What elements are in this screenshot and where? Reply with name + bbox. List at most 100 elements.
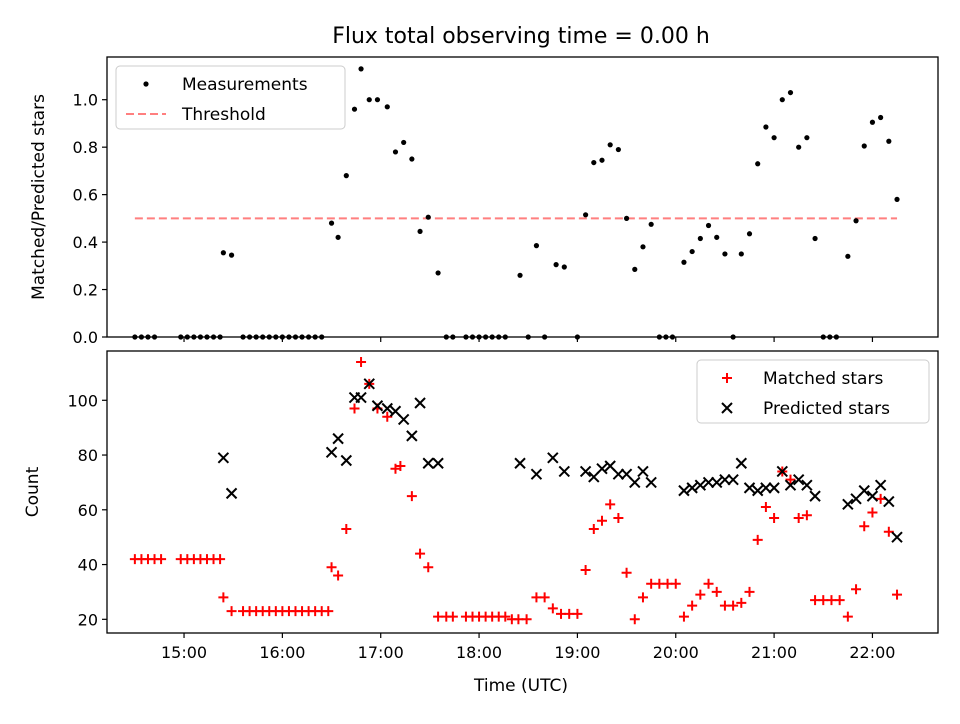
matched-stars-point <box>415 548 426 559</box>
predicted-stars-point <box>558 465 571 478</box>
measurements-point <box>878 114 884 121</box>
measurements-point <box>220 250 226 256</box>
y-tick-label: 80 <box>78 446 98 465</box>
measurements-point <box>886 138 892 144</box>
matched-stars-point <box>736 597 747 608</box>
measurements-point <box>763 124 769 130</box>
matched-stars-point <box>678 611 689 622</box>
matched-stars-point <box>793 513 804 524</box>
predicted-stars-point <box>340 454 353 467</box>
measurements-point <box>779 97 785 103</box>
matched-stars-point <box>744 586 755 597</box>
matched-stars-point <box>395 460 406 471</box>
axes-frame <box>106 350 939 634</box>
matched-stars-point <box>382 411 393 422</box>
measurements-point <box>861 143 867 149</box>
predicted-stars-point <box>363 378 375 390</box>
legend-label: Measurements <box>182 75 308 95</box>
predicted-stars-point <box>579 465 592 478</box>
predicted-stars-point <box>751 484 764 497</box>
measurements-point <box>358 66 364 72</box>
predicted-stars-point <box>397 413 410 426</box>
measurements-point <box>640 244 646 250</box>
measurements-point <box>561 264 567 270</box>
measurements-point <box>787 89 794 96</box>
matched-stars-point <box>215 554 226 565</box>
measurements-point <box>648 221 654 227</box>
measurements-point <box>705 222 712 229</box>
matched-stars-point <box>859 521 870 532</box>
measurements-point <box>722 251 728 257</box>
axes-frame <box>106 56 939 338</box>
legend-box <box>696 359 930 424</box>
measurements-point <box>517 272 523 278</box>
matched-stars-point <box>875 493 886 504</box>
measurements-point <box>343 173 349 179</box>
predicted-stars-point <box>735 457 748 469</box>
legend-marker <box>721 402 733 414</box>
predicted-stars-point <box>776 465 788 478</box>
matched-stars-point <box>500 611 511 622</box>
predicted-stars-point <box>801 479 813 491</box>
matched-stars-point <box>703 578 714 589</box>
predicted-stars-point <box>686 482 698 494</box>
x-tick-label: 22:00 <box>849 643 895 662</box>
matched-stars-point <box>333 570 344 581</box>
matched-stars-point <box>728 600 739 611</box>
predicted-stars-point <box>596 463 608 475</box>
x-tick-label: 18:00 <box>456 643 502 662</box>
predicted-stars-point <box>858 484 870 497</box>
measurements-point <box>409 156 415 162</box>
measurements-point <box>553 262 559 268</box>
predicted-stars-point <box>760 482 772 494</box>
matched-stars-point <box>356 356 367 367</box>
matched-stars-point <box>613 513 624 524</box>
matched-stars-point <box>842 611 853 622</box>
y-tick-label: 0.8 <box>73 138 98 157</box>
measurements-point <box>607 142 613 148</box>
predicted-stars-point <box>371 400 384 412</box>
matched-stars-point <box>711 586 722 597</box>
matched-stars-point <box>323 606 334 617</box>
measurements-point <box>869 119 876 125</box>
legend-box <box>115 65 346 130</box>
measurements-point <box>583 212 589 218</box>
predicted-stars-point <box>768 482 780 494</box>
y-axis-label: Matched/Predicted stars <box>29 94 49 300</box>
matched-stars-point <box>867 507 878 518</box>
x-tick-label: 20:00 <box>653 643 699 662</box>
y-tick-label: 0.6 <box>73 186 98 205</box>
measurements-point <box>738 251 744 257</box>
y-tick-label: 0.2 <box>73 281 98 300</box>
measurements-point <box>796 144 802 150</box>
predicted-stars-point <box>422 457 434 469</box>
predicted-stars-point <box>702 476 715 489</box>
predicted-stars-point <box>332 432 344 445</box>
predicted-stars-point <box>514 457 526 469</box>
measurements-point <box>366 97 372 103</box>
matched-stars-point <box>341 523 352 534</box>
measurements-point <box>755 161 761 167</box>
matched-stars-point <box>695 589 706 600</box>
x-tick-label: 21:00 <box>751 643 797 662</box>
measurements-point <box>599 157 605 163</box>
matched-stars-point <box>156 554 167 565</box>
matched-stars-point <box>752 534 763 545</box>
measurements-point <box>384 104 390 110</box>
predicted-stars-point <box>842 498 854 511</box>
predicted-stars-point <box>381 402 393 415</box>
matched-stars-point <box>851 584 862 595</box>
measurements-point <box>853 218 859 224</box>
matched-stars-point <box>539 592 550 603</box>
measurements-point <box>615 146 621 153</box>
matched-stars-point <box>406 491 417 502</box>
predicted-stars-point <box>694 479 707 491</box>
predicted-stars-point <box>883 495 895 508</box>
predicted-stars-point <box>719 473 731 486</box>
matched-stars-point <box>785 474 796 485</box>
matched-stars-point <box>423 562 434 573</box>
measurements-point <box>623 215 630 221</box>
measurements-point <box>425 214 431 220</box>
